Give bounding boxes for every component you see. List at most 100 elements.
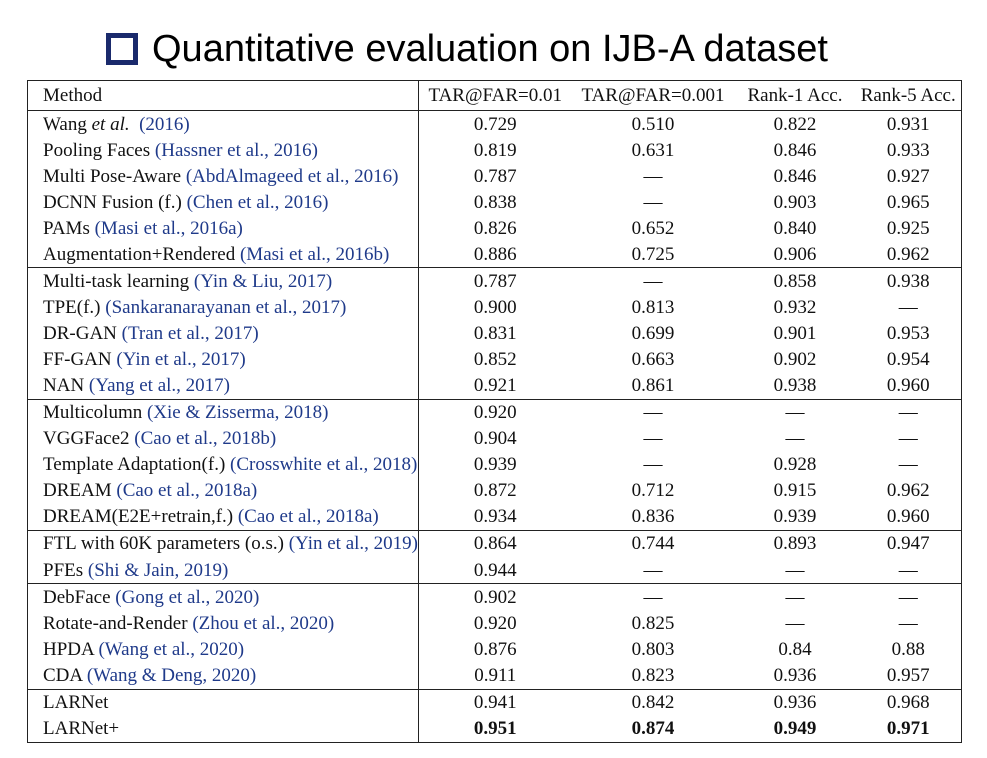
- rank5-cell: 0.953: [886, 322, 930, 344]
- method-name: DREAM(E2E+retrain,f.): [43, 506, 238, 528]
- rank5-cell: —: [898, 454, 918, 476]
- rank5-cell: —: [898, 428, 918, 450]
- method-name: Multi-task learning: [43, 270, 194, 292]
- citation-link[interactable]: (2016): [139, 113, 190, 135]
- tar-far-0001-cell: 0.631: [631, 139, 675, 161]
- tar-far-0001-cell: 0.825: [631, 612, 675, 634]
- tar-far-001-cell: 0.826: [418, 215, 572, 242]
- rank5-cell: 0.957: [886, 664, 930, 686]
- method-cell: PFEs (Shi & Jain, 2019): [28, 557, 419, 584]
- citation-link[interactable]: (AbdAlmageed et al., 2016): [185, 165, 399, 187]
- citation-link[interactable]: (Shi & Jain, 2019): [87, 559, 229, 581]
- citation-link[interactable]: (Masi et al., 2016a): [94, 217, 243, 239]
- citation-link[interactable]: (Yin & Liu, 2017): [193, 270, 333, 292]
- method-cell: DebFace (Gong et al., 2020): [28, 583, 419, 611]
- tar-far-0001-cell: 0.699: [631, 322, 675, 344]
- citation-link[interactable]: (Wang & Deng, 2020): [86, 664, 257, 686]
- table-row: Template Adaptation(f.) (Crosswhite et a…: [28, 451, 961, 478]
- method-name: FF-GAN: [43, 348, 117, 370]
- citation-link[interactable]: (Cao et al., 2018b): [134, 428, 277, 450]
- tar-far-001-cell: 0.831: [418, 320, 572, 347]
- citation-link[interactable]: (Chen et al., 2016): [186, 191, 329, 213]
- method-name: Multi Pose-Aware: [43, 165, 186, 187]
- table-row: FF-GAN (Yin et al., 2017) 0.852 0.663 0.902…: [28, 346, 961, 373]
- rank1-cell: 0.932: [773, 296, 817, 318]
- method-cell: HPDA (Wang et al., 2020): [28, 636, 419, 662]
- table-row: Multi Pose-Aware (AbdAlmageed et al., 20…: [28, 163, 961, 190]
- tar-far-001-cell: 0.864: [418, 529, 572, 558]
- method-name: FTL with 60K parameters (o.s.): [43, 533, 289, 555]
- header-tar-far-001: TAR@FAR=0.01: [418, 81, 572, 111]
- citation-link[interactable]: (Yin et al., 2019): [288, 533, 418, 555]
- tar-far-0001-cell: 0.652: [631, 217, 675, 239]
- method-name-italic: et al.: [91, 113, 130, 135]
- tar-far-001-cell: 0.911: [418, 662, 572, 690]
- table-row: Rotate-and-Render (Zhou et al., 2020) 0.9…: [28, 610, 961, 637]
- method-name: LARNet+: [43, 718, 120, 740]
- rank1-cell: 0.822: [734, 110, 856, 138]
- rank1-cell: 0.893: [734, 529, 856, 558]
- method-cell: Rotate-and-Render (Zhou et al., 2020): [28, 610, 419, 636]
- method-name: DebFace: [43, 586, 116, 608]
- method-name: VGGFace2: [43, 428, 135, 450]
- method-name: PFEs: [43, 559, 88, 581]
- citation-link[interactable]: (Cao et al., 2018a): [237, 506, 379, 528]
- rank1-cell: 0.858: [734, 267, 856, 295]
- rank1-cell: 0.938: [773, 374, 817, 396]
- method-name: Rotate-and-Render: [43, 612, 193, 634]
- citation-link[interactable]: (Yang et al., 2017): [88, 374, 231, 396]
- table-row: LARNet+ 0.951 0.874 0.949 0.971: [28, 715, 961, 742]
- table-row: Pooling Faces (Hassner et al., 2016) 0.81…: [28, 137, 961, 164]
- tar-far-0001-cell: —: [643, 428, 663, 450]
- method-cell: PAMs (Masi et al., 2016a): [28, 215, 419, 241]
- table-row: CDA (Wang & Deng, 2020) 0.911 0.823 0.936 0.…: [28, 662, 961, 690]
- rank1-cell: 0.840: [773, 217, 817, 239]
- method-name: Multicolumn: [43, 402, 147, 424]
- tar-far-0001-cell: —: [571, 583, 735, 611]
- tar-far-0001-cell: —: [571, 267, 735, 295]
- method-name: Template Adaptation(f.): [43, 454, 231, 476]
- method-name: HPDA: [43, 638, 99, 660]
- tar-far-001-cell: 0.886: [418, 241, 572, 268]
- citation-link[interactable]: (Xie & Zisserma, 2018): [146, 402, 329, 424]
- citation-link[interactable]: (Yin et al., 2017): [116, 348, 246, 370]
- method-cell: DR-GAN (Tran et al., 2017): [28, 320, 419, 346]
- citation-link[interactable]: (Hassner et al., 2016): [154, 139, 318, 161]
- method-cell: Wang et al. (2016): [28, 110, 419, 138]
- rank1-cell: 0.906: [773, 243, 817, 265]
- table-row: DCNN Fusion (f.) (Chen et al., 2016) 0.83…: [28, 189, 961, 216]
- tar-far-0001-cell: —: [571, 398, 735, 426]
- rank5-cell: 0.927: [886, 165, 930, 187]
- table-row: DebFace (Gong et al., 2020) 0.902— — —: [28, 583, 961, 611]
- tar-far-0001-cell: 0.725: [631, 243, 675, 265]
- rank1-cell: 0.903: [773, 191, 817, 213]
- tar-far-001-cell: 0.900: [418, 294, 572, 321]
- tar-far-001-cell: 0.787: [418, 163, 572, 190]
- method-name: DCNN Fusion (f.): [43, 191, 187, 213]
- tar-far-001-cell: 0.939: [418, 451, 572, 478]
- citation-link[interactable]: (Zhou et al., 2020): [192, 612, 335, 634]
- tar-far-0001-cell: 0.803: [631, 638, 675, 660]
- citation-link[interactable]: (Wang et al., 2020): [98, 638, 245, 660]
- citation-link[interactable]: (Gong et al., 2020): [115, 586, 260, 608]
- citation-link[interactable]: (Tran et al., 2017): [121, 322, 259, 344]
- table-row: DREAM(E2E+retrain,f.) (Cao et al., 2018a…: [28, 503, 961, 531]
- method-cell: LARNet: [28, 688, 419, 716]
- table-row: DR-GAN (Tran et al., 2017) 0.831 0.699 0.90…: [28, 320, 961, 347]
- rank5-cell: 0.960: [886, 374, 930, 396]
- table-row: Wang et al. (2016) 0.729 0.510 0.822 0.931: [28, 110, 961, 138]
- rank5-cell: 0.968: [855, 688, 961, 716]
- method-name: TPE(f.): [43, 296, 106, 318]
- slide-title: Quantitative evaluation on IJB-A dataset: [106, 26, 828, 72]
- rank1-cell: 0.928: [773, 454, 817, 476]
- method-cell: Multicolumn (Xie & Zisserma, 2018): [28, 398, 419, 426]
- method-cell: DREAM(E2E+retrain,f.) (Cao et al., 2018a…: [28, 504, 419, 531]
- citation-link[interactable]: (Cao et al., 2018a): [116, 480, 258, 502]
- citation-link[interactable]: (Sankaranarayanan et al., 2017): [105, 296, 347, 318]
- rank5-cell: 0.947: [855, 529, 961, 558]
- rank5-cell: —: [898, 612, 918, 634]
- citation-link[interactable]: (Crosswhite et al., 2018): [230, 454, 418, 476]
- method-cell: TPE(f.) (Sankaranarayanan et al., 2017): [28, 294, 419, 320]
- citation-link[interactable]: (Masi et al., 2016b): [239, 243, 390, 265]
- table-row: NAN (Yang et al., 2017) 0.921 0.861 0.938 0.…: [28, 372, 961, 400]
